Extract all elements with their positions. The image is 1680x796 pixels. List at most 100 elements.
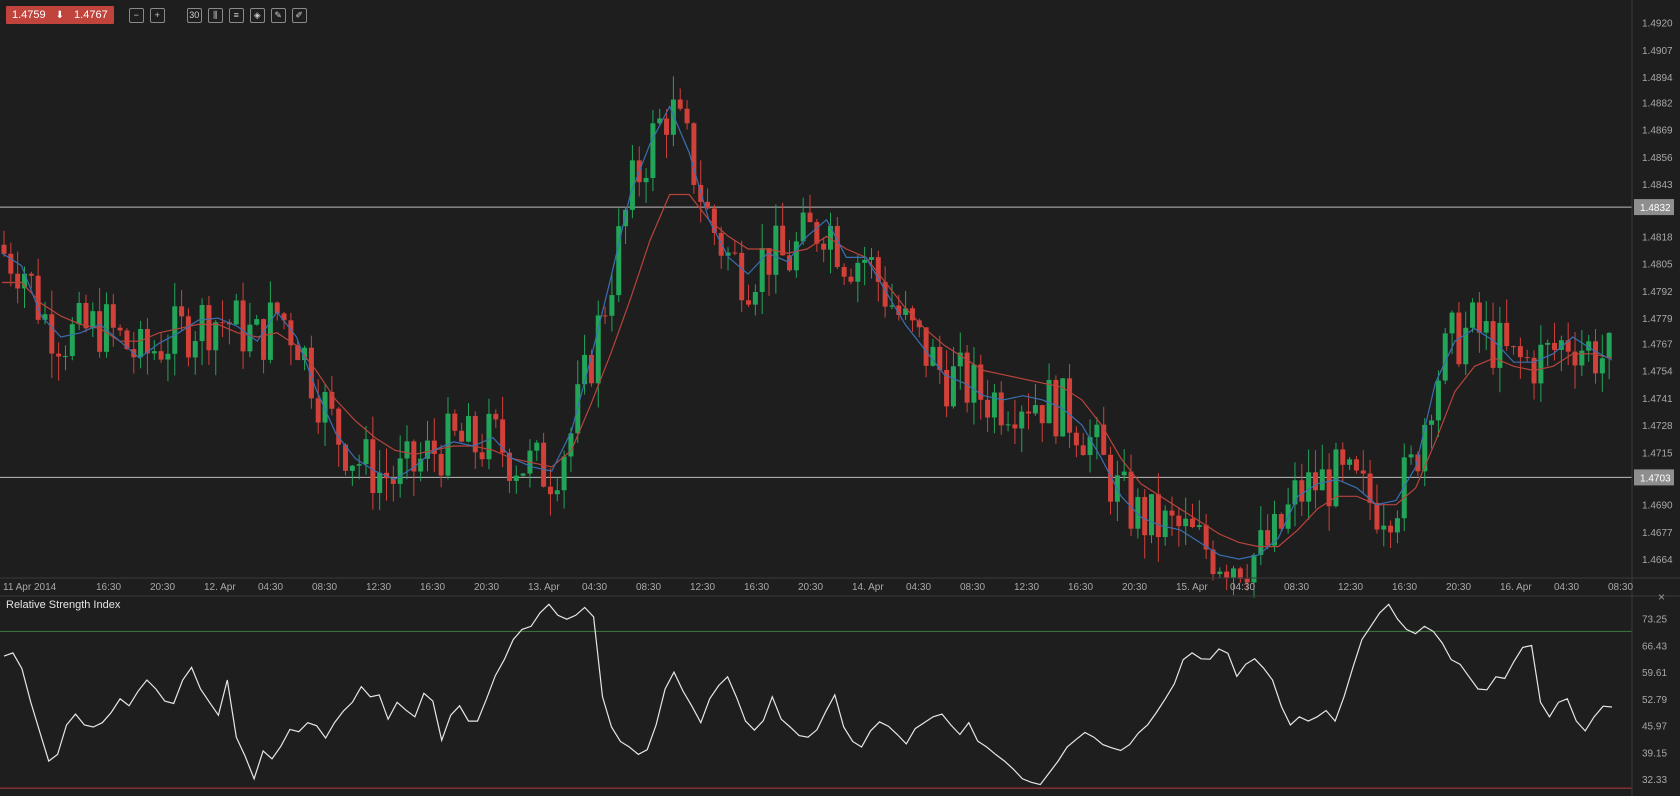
candle-body[interactable]: [62, 355, 68, 357]
close-icon[interactable]: ×: [1658, 590, 1666, 604]
indicators-button[interactable]: ≡: [228, 7, 244, 23]
candle-body[interactable]: [1217, 571, 1223, 575]
candle-body[interactable]: [1497, 322, 1503, 368]
candle-body[interactable]: [363, 439, 369, 465]
candle-body[interactable]: [308, 347, 314, 399]
candle-body[interactable]: [711, 208, 717, 233]
candle-body[interactable]: [752, 291, 758, 305]
candle-body[interactable]: [138, 328, 144, 358]
candle-body[interactable]: [1012, 424, 1018, 429]
edit-button[interactable]: ✐: [291, 7, 307, 23]
candle-body[interactable]: [1442, 333, 1448, 381]
candle-body[interactable]: [465, 415, 471, 442]
candle-body[interactable]: [1224, 571, 1230, 578]
candle-body[interactable]: [1251, 554, 1257, 583]
candle-body[interactable]: [821, 243, 827, 250]
candle-body[interactable]: [28, 273, 34, 276]
candle-body[interactable]: [629, 160, 635, 210]
candle-body[interactable]: [670, 99, 676, 135]
candle-body[interactable]: [1060, 378, 1066, 437]
objects-button[interactable]: ◈: [249, 7, 265, 23]
candle-body[interactable]: [486, 413, 492, 460]
candle-body[interactable]: [103, 304, 109, 352]
candle-body[interactable]: [1435, 380, 1441, 421]
candle-body[interactable]: [424, 440, 430, 459]
candle-body[interactable]: [1353, 459, 1359, 471]
candle-body[interactable]: [35, 275, 41, 320]
candle-body[interactable]: [1190, 518, 1196, 528]
candle-body[interactable]: [1101, 424, 1107, 455]
candle-body[interactable]: [1019, 411, 1025, 429]
candle-body[interactable]: [1340, 449, 1346, 465]
candle-body[interactable]: [117, 327, 123, 331]
candle-body[interactable]: [1306, 472, 1312, 502]
quote-badge[interactable]: 1.4759 ⬇ 1.4767: [6, 6, 114, 24]
candle-body[interactable]: [49, 314, 55, 354]
candle-body[interactable]: [336, 408, 342, 445]
candle-body[interactable]: [247, 324, 253, 352]
zoom-in-button[interactable]: +: [149, 7, 165, 23]
candle-body[interactable]: [500, 419, 506, 453]
chart-type-button[interactable]: ⫼: [207, 7, 223, 23]
candle-body[interactable]: [868, 257, 874, 260]
candle-body[interactable]: [390, 478, 396, 484]
candle-body[interactable]: [1203, 525, 1209, 550]
candle-body[interactable]: [1162, 510, 1168, 538]
zoom-out-button[interactable]: −: [128, 7, 144, 23]
candle-body[interactable]: [903, 308, 909, 315]
candle-body[interactable]: [1394, 518, 1400, 533]
candle-body[interactable]: [534, 442, 540, 451]
candle-body[interactable]: [418, 458, 424, 472]
candle-body[interactable]: [397, 458, 403, 484]
candle-body[interactable]: [1593, 341, 1599, 374]
candle-body[interactable]: [732, 252, 738, 254]
candle-body[interactable]: [691, 123, 697, 185]
candle-body[interactable]: [1032, 405, 1038, 414]
candle-body[interactable]: [1039, 405, 1045, 424]
candle-body[interactable]: [1135, 496, 1141, 529]
candle-body[interactable]: [1579, 350, 1585, 366]
candle-body[interactable]: [950, 366, 956, 407]
candle-body[interactable]: [964, 352, 970, 403]
candle-body[interactable]: [1558, 340, 1564, 350]
candle-body[interactable]: [315, 398, 321, 423]
candle-body[interactable]: [459, 430, 465, 442]
candle-body[interactable]: [479, 452, 485, 460]
candle-body[interactable]: [1142, 496, 1148, 536]
candle-body[interactable]: [1, 244, 7, 254]
candle-body[interactable]: [1381, 525, 1387, 530]
candle-body[interactable]: [1347, 459, 1353, 465]
candle-body[interactable]: [896, 305, 902, 315]
candle-body[interactable]: [1599, 358, 1605, 374]
candle-body[interactable]: [261, 319, 267, 360]
candle-body[interactable]: [684, 108, 690, 124]
candle-body[interactable]: [855, 262, 861, 282]
candle-body[interactable]: [800, 212, 806, 242]
candle-body[interactable]: [452, 413, 458, 431]
candle-body[interactable]: [472, 415, 478, 453]
rsi-pane[interactable]: [0, 603, 1632, 789]
candle-body[interactable]: [1108, 454, 1114, 502]
candle-body[interactable]: [377, 472, 383, 494]
candle-body[interactable]: [793, 241, 799, 271]
candle-body[interactable]: [609, 295, 615, 316]
candle-body[interactable]: [69, 324, 75, 356]
candle-body[interactable]: [1517, 346, 1523, 358]
candle-body[interactable]: [1271, 514, 1277, 546]
candle-body[interactable]: [623, 209, 629, 227]
candle-body[interactable]: [827, 225, 833, 250]
candle-body[interactable]: [97, 311, 103, 352]
candle-body[interactable]: [930, 346, 936, 366]
candle-body[interactable]: [1545, 342, 1551, 345]
candle-body[interactable]: [991, 392, 997, 418]
candle-body[interactable]: [1292, 480, 1298, 505]
candle-body[interactable]: [862, 259, 868, 263]
candle-body[interactable]: [807, 212, 813, 223]
candle-body[interactable]: [1244, 578, 1250, 583]
candle-body[interactable]: [192, 341, 198, 358]
candle-body[interactable]: [1026, 411, 1032, 414]
candle-body[interactable]: [1429, 420, 1435, 425]
candle-body[interactable]: [848, 276, 854, 282]
candle-body[interactable]: [1121, 471, 1127, 476]
